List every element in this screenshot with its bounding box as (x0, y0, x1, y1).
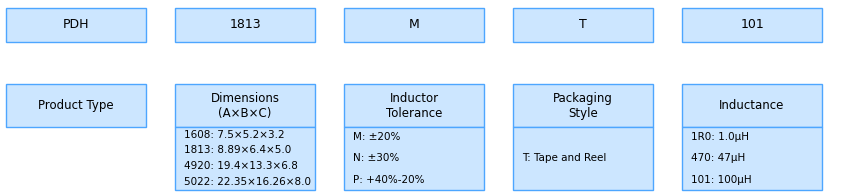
Text: 470: 47μH: 470: 47μH (690, 153, 744, 163)
FancyBboxPatch shape (512, 84, 652, 127)
Text: Packaging
Style: Packaging Style (553, 92, 612, 120)
Text: 1813: 1813 (229, 18, 261, 31)
Text: 5022: 22.35×16.26×8.0: 5022: 22.35×16.26×8.0 (183, 177, 311, 187)
FancyBboxPatch shape (176, 8, 314, 42)
Text: 1R0: 1.0μH: 1R0: 1.0μH (690, 132, 748, 142)
Text: Product Type: Product Type (38, 99, 114, 112)
FancyBboxPatch shape (176, 84, 314, 127)
FancyBboxPatch shape (682, 127, 821, 190)
FancyBboxPatch shape (6, 84, 145, 127)
Text: N: ±30%: N: ±30% (352, 153, 398, 163)
Text: 1813: 8.89×6.4×5.0: 1813: 8.89×6.4×5.0 (183, 146, 290, 156)
Text: Inductor
Tolerance: Inductor Tolerance (386, 92, 441, 120)
FancyBboxPatch shape (512, 127, 652, 190)
FancyBboxPatch shape (682, 8, 821, 42)
FancyBboxPatch shape (344, 8, 483, 42)
FancyBboxPatch shape (682, 84, 821, 127)
Text: 1608: 7.5×5.2×3.2: 1608: 7.5×5.2×3.2 (183, 130, 284, 140)
FancyBboxPatch shape (344, 84, 483, 127)
Text: M: M (408, 18, 419, 31)
Text: Dimensions
(A×B×C): Dimensions (A×B×C) (210, 92, 279, 120)
Text: M: ±20%: M: ±20% (352, 132, 399, 142)
Text: 4920: 19.4×13.3×6.8: 4920: 19.4×13.3×6.8 (183, 161, 297, 171)
Text: T: T (578, 18, 587, 31)
Text: T: Tape and Reel: T: Tape and Reel (521, 153, 605, 163)
FancyBboxPatch shape (344, 127, 483, 190)
FancyBboxPatch shape (6, 8, 145, 42)
Text: Inductance: Inductance (718, 99, 784, 112)
Text: 101: 101 (739, 18, 763, 31)
Text: 101: 100μH: 101: 100μH (690, 175, 750, 185)
Text: PDH: PDH (62, 18, 89, 31)
FancyBboxPatch shape (176, 127, 314, 190)
Text: P: +40%-20%: P: +40%-20% (352, 175, 424, 185)
FancyBboxPatch shape (512, 8, 652, 42)
